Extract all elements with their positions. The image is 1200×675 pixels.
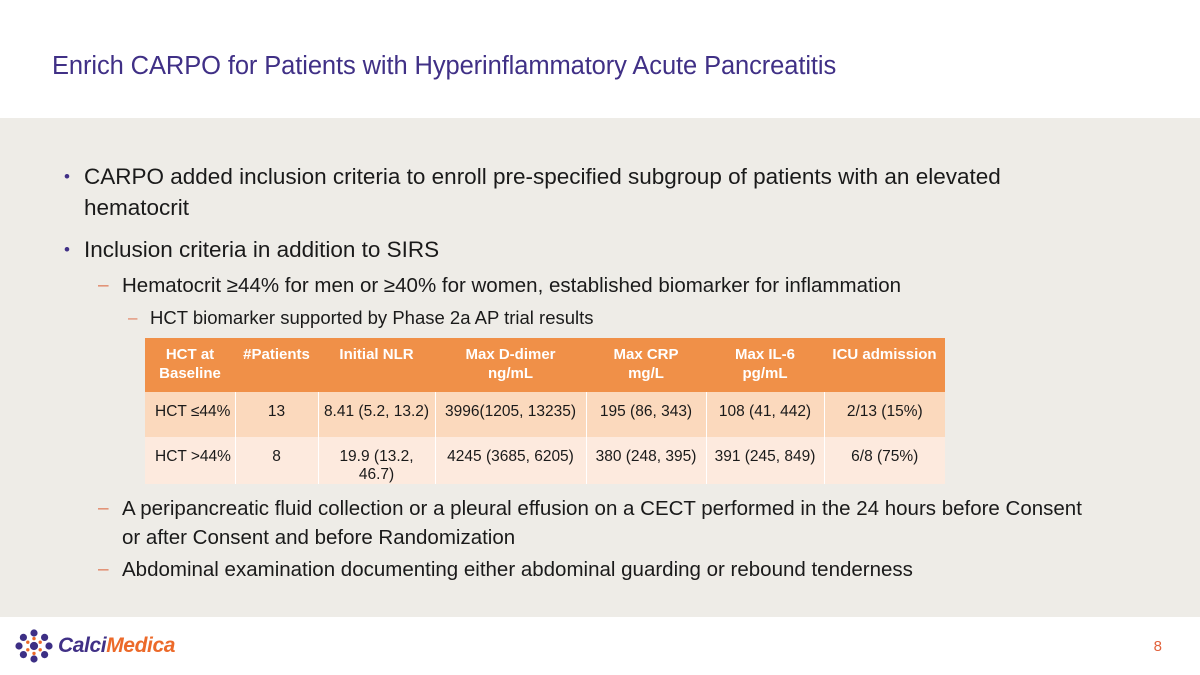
header-label: Max D-dimer [465, 346, 556, 363]
table-header-cell: Max CRP mg/L [586, 338, 706, 392]
logo-wordmark: CalciMedica [58, 634, 175, 658]
header-label: Max IL-6 [734, 346, 795, 363]
bullet-text-1: CARPO added inclusion criteria to enroll… [84, 164, 1001, 220]
bullet-marker-dot: • [64, 240, 70, 259]
company-logo: CalciMedica [14, 628, 175, 664]
bullet-item-2: • Inclusion criteria in addition to SIRS [62, 234, 1072, 265]
cell-il6: 391 (245, 849) [705, 437, 825, 484]
sub-bullet-text-abdominal-exam: Abdominal examination documenting either… [122, 558, 913, 581]
page-title: Enrich CARPO for Patients with Hyperinfl… [52, 52, 837, 80]
logo-wordmark-part1: Calci [58, 634, 107, 657]
sub-bullet-item-abdominal-exam: – Abdominal examination documenting eith… [98, 555, 1088, 584]
cell-il6: 108 (41, 442) [705, 392, 825, 437]
table-row: HCT ≤44% 13 8.41 (5.2, 13.2) 3996(1205, … [145, 392, 945, 437]
sub-bullet-text-hematocrit: Hematocrit ≥44% for men or ≥40% for wome… [122, 274, 902, 297]
header-label: #Patients [243, 346, 310, 363]
cell-crp: 195 (86, 343) [585, 392, 707, 437]
table-header-row: HCT at Baseline #Patients Initial NLR Ma… [145, 338, 945, 392]
bullet-marker-dash: – [98, 275, 109, 296]
bullet-marker-dash: – [98, 559, 109, 580]
cell-ddimer: 4245 (3685, 6205) [434, 437, 587, 484]
cell-icu: 2/13 (15%) [823, 392, 945, 437]
table-row: HCT >44% 8 19.9 (13.2, 46.7) 4245 (3685,… [145, 437, 945, 484]
bullet-marker-dot: • [64, 167, 70, 186]
header-label: HCT at [165, 346, 215, 363]
bullet-marker-dash: – [128, 308, 138, 327]
sub-bullet-item-hematocrit: – Hematocrit ≥44% for men or ≥40% for wo… [98, 271, 1078, 300]
table-header-cell: Max D-dimer ng/mL [435, 338, 586, 392]
table-header-cell: HCT at Baseline [145, 338, 235, 392]
bullet-text-2: Inclusion criteria in addition to SIRS [84, 237, 440, 262]
table-header-cell: #Patients [235, 338, 318, 392]
footer [0, 617, 1200, 675]
cell-patients: 8 [234, 437, 319, 484]
table-header-cell: ICU admission [824, 338, 945, 392]
phase2a-results-table: HCT at Baseline #Patients Initial NLR Ma… [145, 338, 945, 484]
header-unit: mg/L [628, 365, 664, 382]
cell-icu: 6/8 (75%) [823, 437, 945, 484]
header-label: ICU admission [832, 346, 937, 363]
sub-sub-bullet-text-hct-biomarker: HCT biomarker supported by Phase 2a AP t… [150, 307, 594, 328]
header-unit: ng/mL [488, 365, 533, 382]
bullet-marker-dash: – [98, 498, 109, 519]
header-unit: pg/mL [742, 365, 788, 382]
table-header-cell: Initial NLR [318, 338, 435, 392]
calcimedica-dot-mark-icon [14, 628, 54, 664]
header-label: Max CRP [613, 346, 679, 363]
sub-bullet-item-cect: – A peripancreatic fluid collection or a… [98, 494, 1088, 552]
cell-hct: HCT ≤44% [145, 392, 236, 437]
title-zone: Enrich CARPO for Patients with Hyperinfl… [0, 0, 1200, 118]
cell-crp: 380 (248, 395) [585, 437, 707, 484]
logo-wordmark-part2: Medica [106, 634, 175, 657]
cell-nlr: 8.41 (5.2, 13.2) [317, 392, 436, 437]
sub-bullet-text-cect: A peripancreatic fluid collection or a p… [122, 497, 1082, 549]
cell-patients: 13 [234, 392, 319, 437]
sub-sub-bullet-item-hct-biomarker: – HCT biomarker supported by Phase 2a AP… [128, 305, 1078, 331]
cell-nlr: 19.9 (13.2, 46.7) [317, 437, 436, 484]
bullet-item-1: • CARPO added inclusion criteria to enro… [62, 161, 1072, 223]
cell-hct: HCT >44% [145, 437, 236, 484]
header-label: Initial NLR [339, 346, 414, 363]
header-unit: Baseline [159, 365, 221, 382]
table-header-cell: Max IL-6 pg/mL [706, 338, 824, 392]
page-number: 8 [1153, 638, 1162, 655]
cell-ddimer: 3996(1205, 13235) [434, 392, 587, 437]
